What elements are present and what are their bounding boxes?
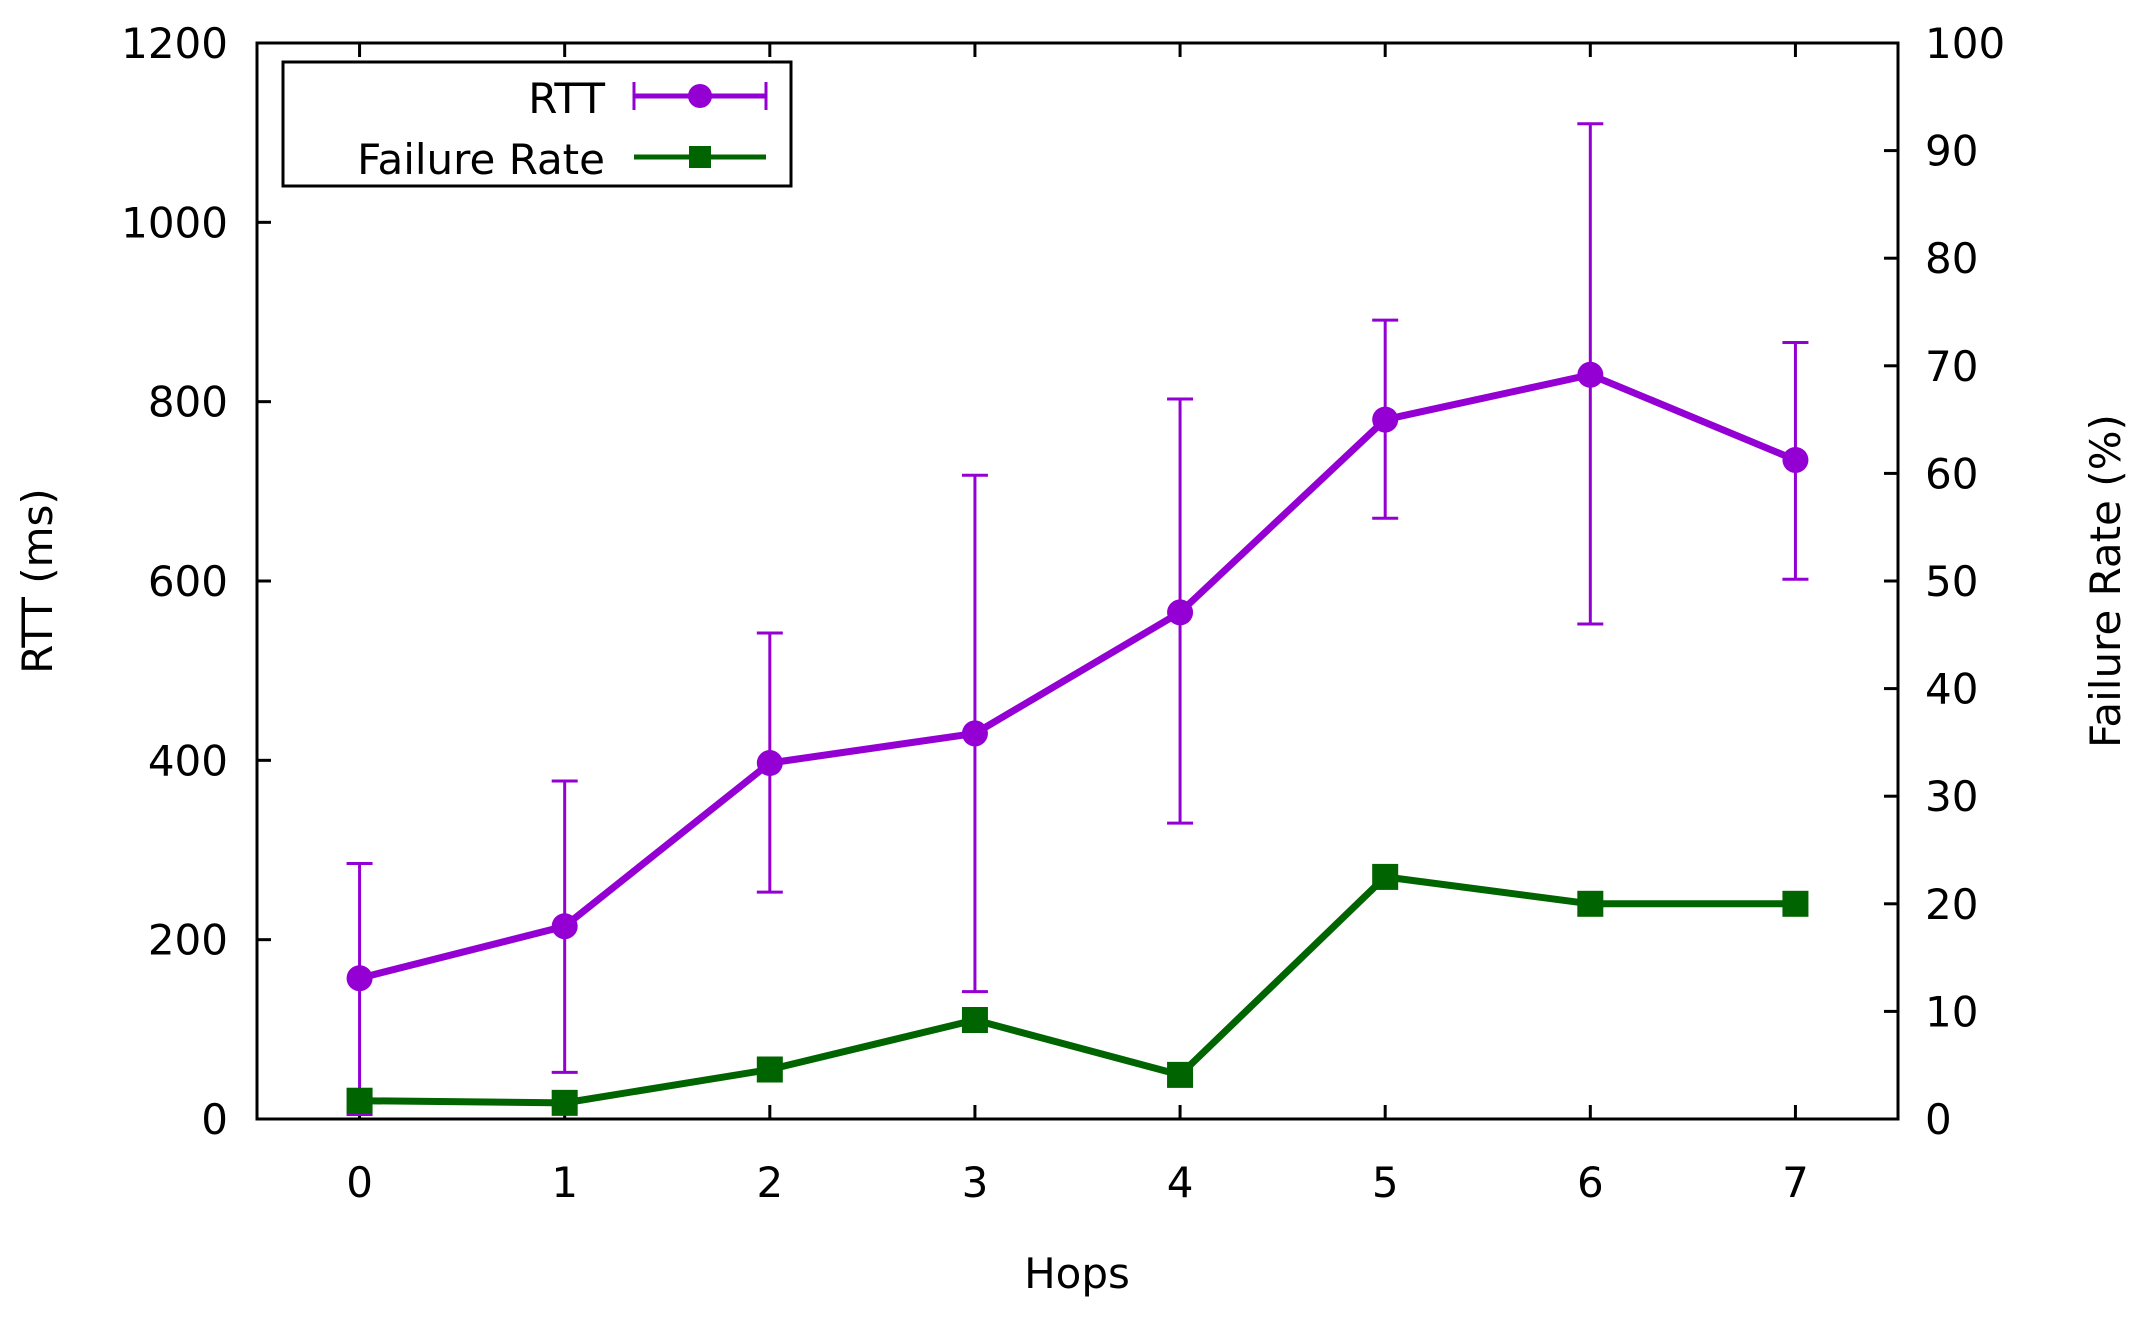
series-failure-rate [346,863,1809,1116]
y-tick-label: 1200 [121,19,228,68]
rtt-point [551,913,578,940]
y2-tick-label: 100 [1925,19,2005,68]
x-tick-label: 5 [1372,1158,1399,1207]
series-rtt [346,122,1809,1117]
rtt-point [1782,446,1809,473]
rtt-point [1372,406,1399,433]
failure-rate-point [1577,890,1604,917]
y2-tick-label: 40 [1925,665,1978,714]
y2-axis-title: Failure Rate (%) [2081,414,2130,748]
x-tick-label: 4 [1167,1158,1194,1207]
rtt-point [1577,361,1604,388]
y-tick-label: 1000 [121,198,228,247]
y2-tick-label: 10 [1925,987,1978,1036]
failure-rate-point [756,1056,783,1083]
plot-frame [255,41,1900,1121]
series-layer [346,122,1809,1117]
rtt-line [358,371,1797,982]
x-tick-label: 6 [1577,1158,1604,1207]
failure-rate-point [1372,863,1399,890]
legend: RTT Failure Rate [281,60,793,188]
ticks-layer: 0 1 2 3 4 5 6 702004006008001000120001020304050… [121,19,2005,1207]
rtt-point [346,965,373,992]
y-axis-title: RTT (ms) [13,488,62,674]
rtt-point [961,720,988,747]
legend-failure-rate-marker [689,146,711,168]
x-tick-label: 3 [962,1158,989,1207]
y-tick-label: 200 [148,916,228,965]
y2-tick-label: 90 [1925,127,1978,176]
y-tick-label: 800 [148,378,228,427]
legend-label-rtt: RTT [528,74,605,123]
failure-rate-point [961,1007,988,1034]
y-tick-label: 600 [148,557,228,606]
failure-rate-point [1167,1061,1194,1088]
y2-tick-label: 30 [1925,772,1978,821]
legend-rtt-marker [688,84,712,108]
x-tick-label: 7 [1782,1158,1809,1207]
rtt-point [1167,599,1194,626]
rtt-point [756,750,783,777]
x-tick-label: 1 [551,1158,578,1207]
y2-tick-label: 70 [1925,342,1978,391]
y2-tick-label: 0 [1925,1095,1952,1144]
y-tick-label: 400 [148,736,228,785]
y2-tick-label: 60 [1925,449,1978,498]
failure-rate-point [1782,890,1809,917]
failure-rate-point [346,1087,373,1114]
x-tick-label: 2 [756,1158,783,1207]
legend-label-failure-rate: Failure Rate [357,135,605,184]
failure-rate-point [551,1089,578,1116]
x-tick-label: 0 [346,1158,373,1207]
failure-rate-line [359,873,1796,1107]
y2-tick-label: 20 [1925,880,1978,929]
y2-tick-label: 80 [1925,234,1978,283]
y-tick-label: 0 [201,1095,228,1144]
y2-tick-label: 50 [1925,557,1978,606]
x-axis-title: Hops [1024,1249,1130,1298]
